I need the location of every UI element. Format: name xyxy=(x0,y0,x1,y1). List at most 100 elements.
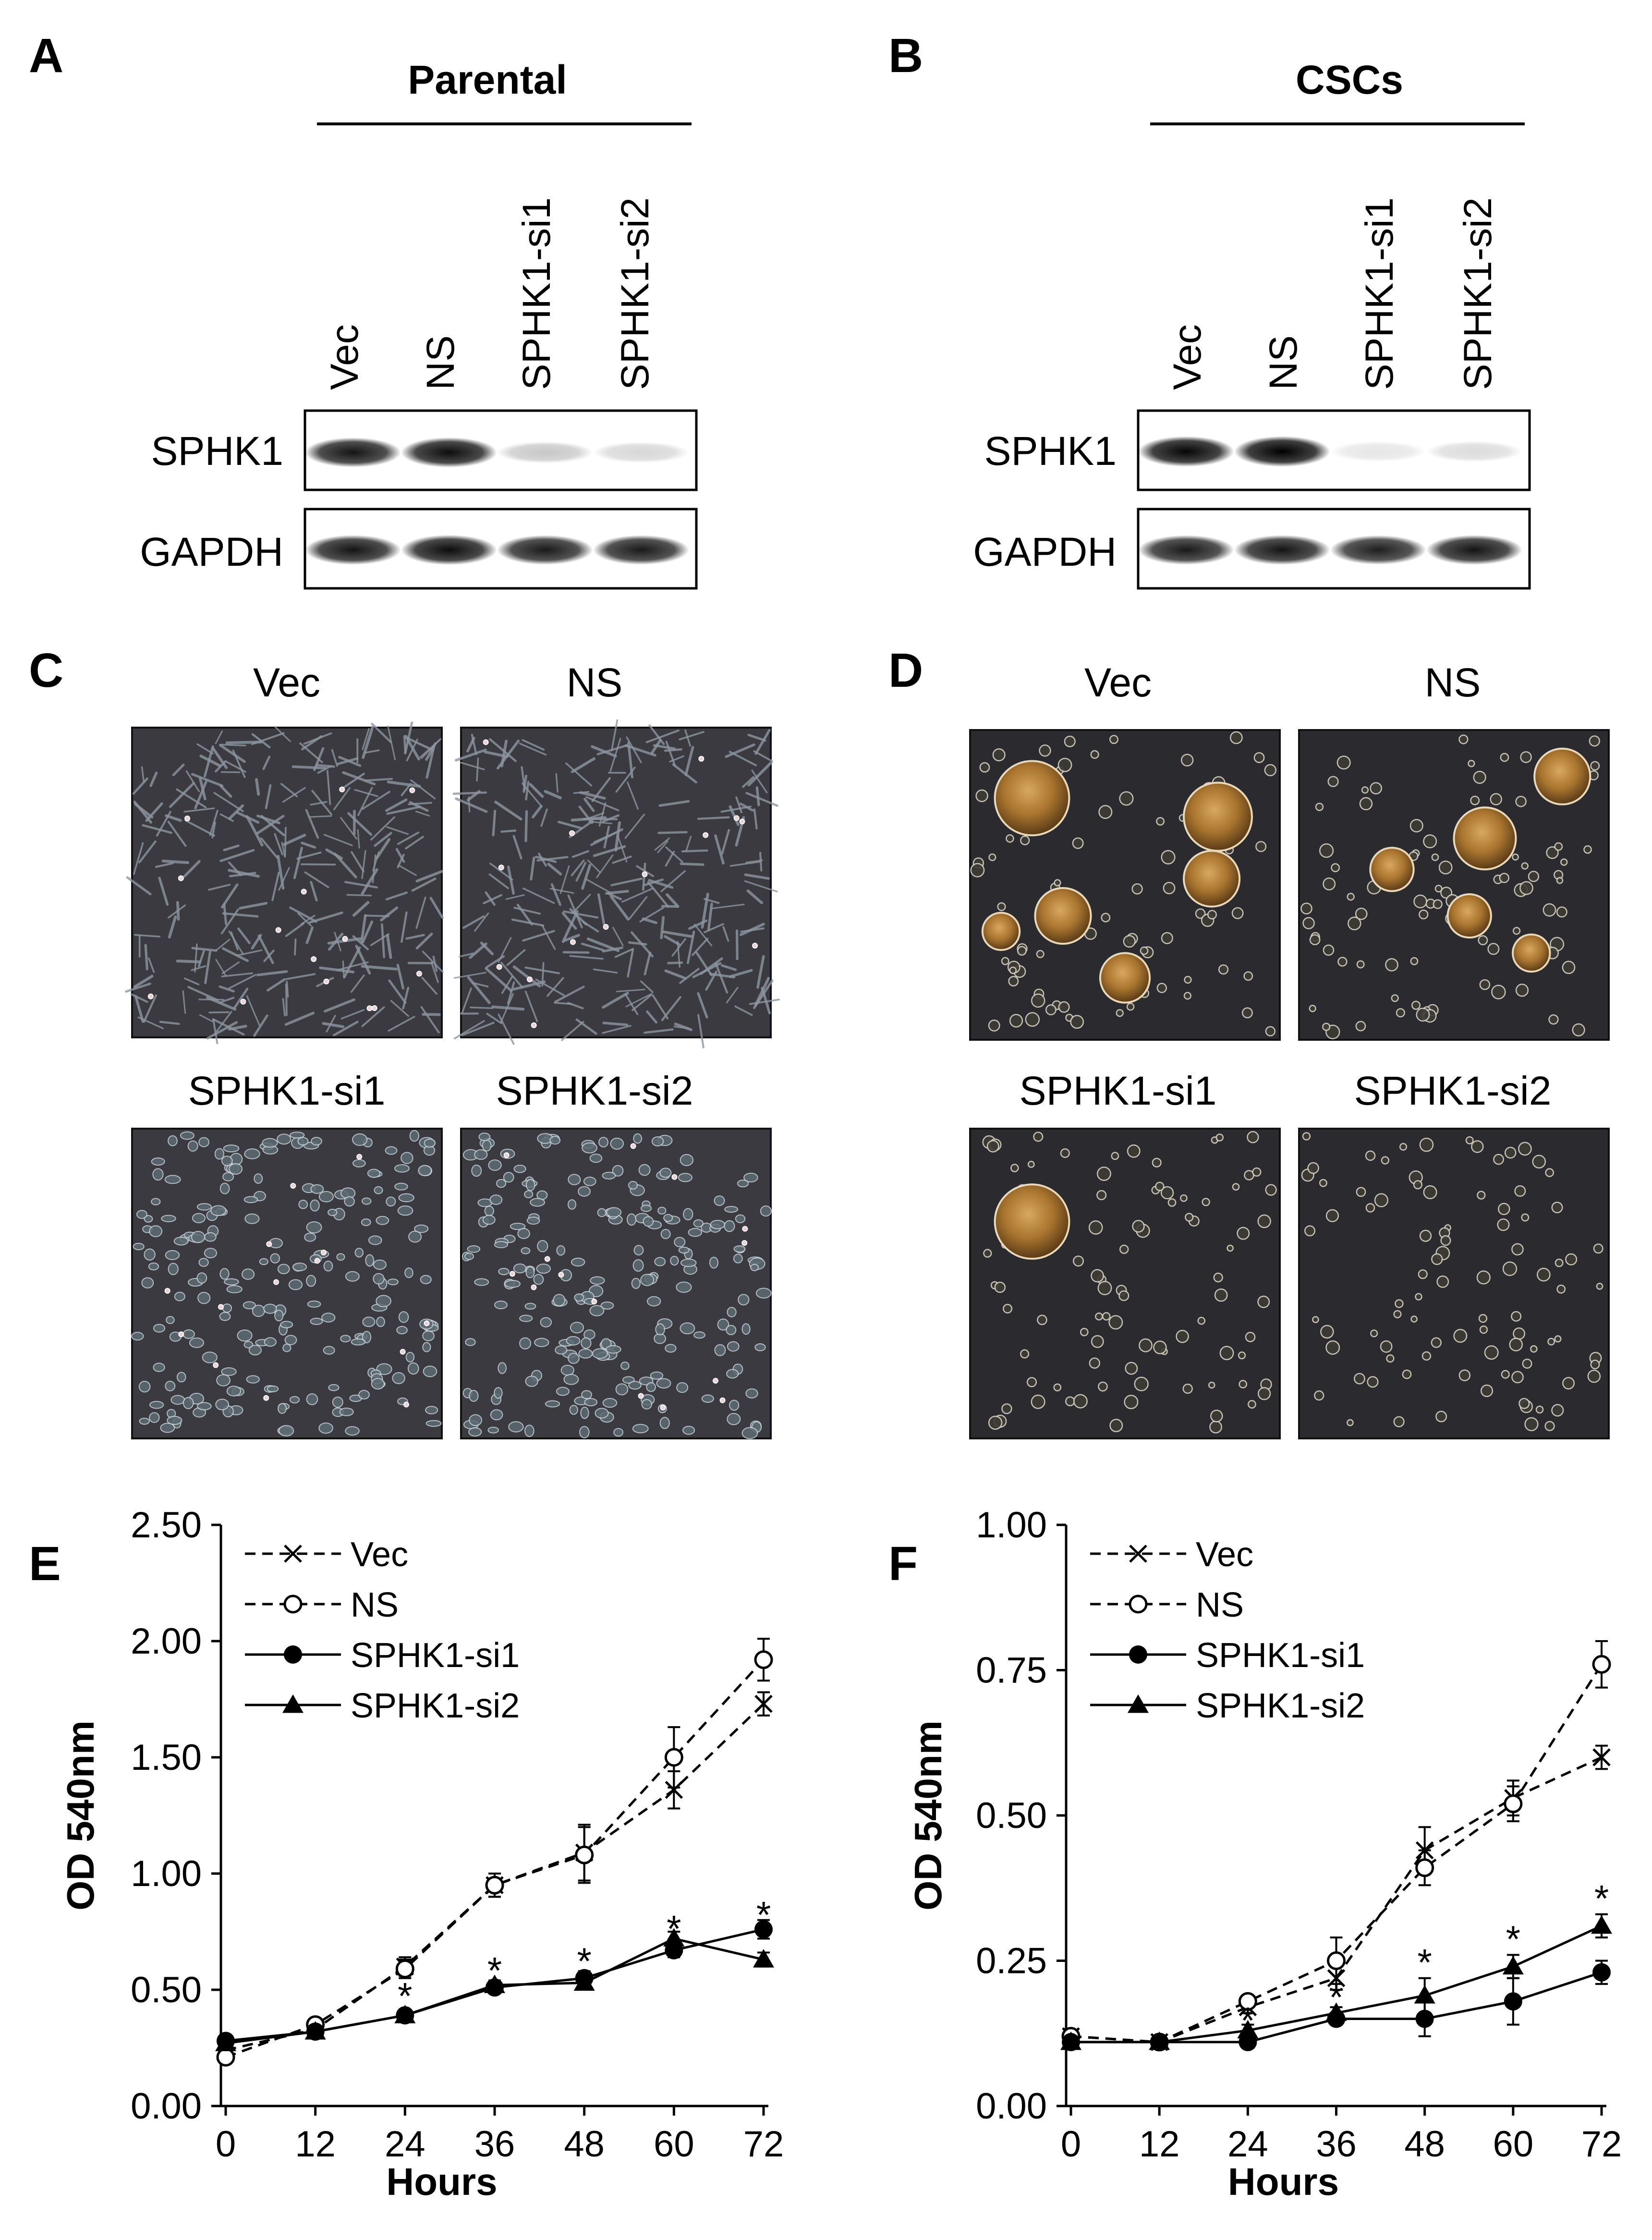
single-cell xyxy=(1479,979,1491,990)
cell xyxy=(686,930,695,964)
x-tick-label: 12 xyxy=(295,2124,336,2165)
cell xyxy=(452,791,487,795)
cell xyxy=(297,913,312,926)
data-point xyxy=(1129,1595,1148,1614)
cell xyxy=(597,1208,607,1217)
cell xyxy=(727,1413,741,1425)
cell xyxy=(511,918,545,927)
cell xyxy=(535,978,565,997)
cell xyxy=(133,974,154,988)
cell xyxy=(138,1381,151,1393)
round-cell xyxy=(263,1395,269,1401)
cell xyxy=(351,1338,366,1346)
cell xyxy=(422,1330,435,1341)
round-cell xyxy=(311,956,317,962)
single-cell xyxy=(1161,850,1176,864)
cell xyxy=(512,980,546,991)
single-cell xyxy=(1458,1369,1471,1381)
cell xyxy=(641,1399,652,1410)
cell xyxy=(402,986,410,1010)
single-cell xyxy=(1419,1230,1432,1242)
cell xyxy=(471,1164,482,1177)
cell xyxy=(292,765,327,770)
cell xyxy=(661,905,678,908)
single-cell xyxy=(1402,1369,1412,1379)
cell xyxy=(209,809,219,836)
single-cell xyxy=(1465,1136,1474,1144)
y-tick-label: 0.25 xyxy=(976,1941,1047,1982)
cell xyxy=(368,1235,382,1245)
single-cell xyxy=(1140,946,1149,955)
cell xyxy=(725,743,755,758)
cell xyxy=(169,782,195,808)
single-cell xyxy=(1027,1160,1035,1168)
cell xyxy=(624,744,656,757)
cell xyxy=(737,1180,749,1188)
cell xyxy=(602,1171,616,1180)
cell xyxy=(333,1021,359,1036)
cell xyxy=(707,902,713,931)
single-cell xyxy=(1327,776,1339,787)
cell xyxy=(305,926,314,944)
single-cell xyxy=(1528,871,1540,882)
single-cell xyxy=(1057,757,1072,772)
single-cell xyxy=(1323,944,1335,956)
cell xyxy=(656,1378,671,1389)
cell xyxy=(659,1168,672,1178)
cell xyxy=(643,1216,654,1227)
cell xyxy=(215,730,223,744)
cell xyxy=(733,1245,746,1253)
lane-label: NS xyxy=(1262,335,1305,390)
single-cell xyxy=(1309,1005,1316,1012)
cell xyxy=(278,1403,287,1414)
cell xyxy=(578,1348,593,1359)
sphere xyxy=(1533,747,1591,805)
single-cell xyxy=(1098,1381,1108,1392)
cell xyxy=(164,1175,181,1184)
cell xyxy=(554,1001,572,1005)
cell xyxy=(155,862,174,868)
cell xyxy=(650,1371,664,1380)
single-cell xyxy=(1434,885,1443,893)
single-cell xyxy=(1008,975,1019,986)
single-cell xyxy=(1470,795,1480,805)
y-tick-label: 2.00 xyxy=(131,1621,202,1662)
cell xyxy=(750,1264,759,1271)
lane-label: Vec xyxy=(323,324,366,390)
cell-layer xyxy=(462,1132,772,1439)
single-cell xyxy=(1547,1338,1555,1346)
single-cell xyxy=(1419,1137,1434,1152)
cell xyxy=(610,719,619,752)
blot-band xyxy=(1330,441,1426,462)
cell xyxy=(165,1380,176,1391)
cell xyxy=(453,1020,485,1040)
single-cell xyxy=(1116,1009,1124,1017)
cell xyxy=(131,1332,144,1341)
blot-band xyxy=(593,535,689,565)
single-cell xyxy=(1033,1132,1044,1142)
cell xyxy=(340,1009,365,1020)
cell xyxy=(667,961,683,964)
single-cell xyxy=(1347,892,1355,901)
significance-marker: * xyxy=(487,1949,502,1991)
single-cell xyxy=(1156,983,1167,993)
blot-band xyxy=(1138,535,1234,565)
cell xyxy=(310,1199,320,1212)
cell xyxy=(374,832,392,847)
cell xyxy=(554,986,585,1003)
single-cell xyxy=(1218,964,1229,975)
cell xyxy=(304,871,329,889)
cell xyxy=(652,994,669,1020)
single-cell xyxy=(1302,917,1315,929)
cell xyxy=(371,1378,385,1390)
cell xyxy=(743,1172,758,1183)
cell xyxy=(189,1337,205,1348)
growth-chart-e: 0.00 0.50 1.00 1.50 2.00 2.50 0 12 24 36 48 60 72 Hou… xyxy=(59,1505,784,2203)
cell xyxy=(607,892,622,901)
data-point xyxy=(1149,2031,1170,2050)
cell xyxy=(614,948,634,958)
cell xyxy=(742,776,754,788)
cell xyxy=(370,816,396,841)
blot-band xyxy=(1234,436,1330,467)
round-cell xyxy=(416,971,422,977)
